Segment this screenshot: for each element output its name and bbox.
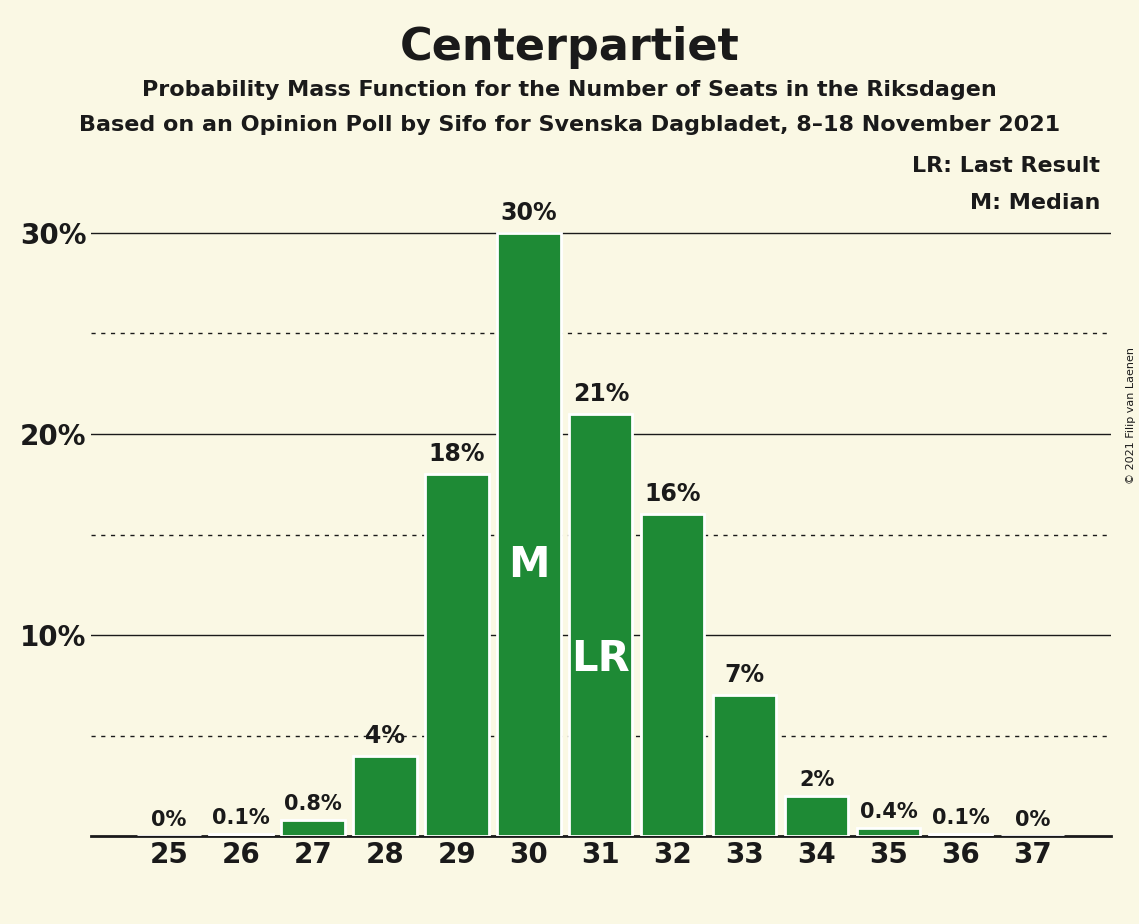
Bar	[425, 474, 489, 836]
Text: 0.8%: 0.8%	[284, 794, 342, 814]
Text: LR: Last Result: LR: Last Result	[912, 156, 1100, 176]
Text: 0.1%: 0.1%	[212, 808, 270, 828]
Text: 0.4%: 0.4%	[860, 802, 918, 822]
Bar	[785, 796, 849, 836]
Text: Centerpartiet: Centerpartiet	[400, 26, 739, 69]
Bar	[498, 233, 560, 836]
Text: 18%: 18%	[428, 443, 485, 467]
Text: 2%: 2%	[798, 770, 835, 790]
Bar	[210, 834, 272, 836]
Bar	[713, 696, 777, 836]
Bar	[570, 414, 632, 836]
Text: M: Median: M: Median	[970, 193, 1100, 213]
Bar	[929, 834, 992, 836]
Bar	[281, 821, 345, 836]
Bar	[353, 756, 417, 836]
Text: 30%: 30%	[500, 201, 557, 225]
Bar	[857, 828, 920, 836]
Text: 7%: 7%	[724, 663, 764, 687]
Text: LR: LR	[572, 638, 630, 680]
Text: 21%: 21%	[573, 382, 629, 406]
Text: 16%: 16%	[645, 482, 700, 506]
Text: 0.1%: 0.1%	[932, 808, 990, 828]
Text: © 2021 Filip van Laenen: © 2021 Filip van Laenen	[1126, 347, 1136, 484]
Text: 0%: 0%	[1015, 810, 1050, 830]
Bar	[641, 515, 704, 836]
Text: M: M	[508, 543, 550, 586]
Text: 4%: 4%	[364, 723, 405, 748]
Text: 0%: 0%	[151, 810, 187, 830]
Text: Based on an Opinion Poll by Sifo for Svenska Dagbladet, 8–18 November 2021: Based on an Opinion Poll by Sifo for Sve…	[79, 115, 1060, 135]
Text: Probability Mass Function for the Number of Seats in the Riksdagen: Probability Mass Function for the Number…	[142, 80, 997, 101]
